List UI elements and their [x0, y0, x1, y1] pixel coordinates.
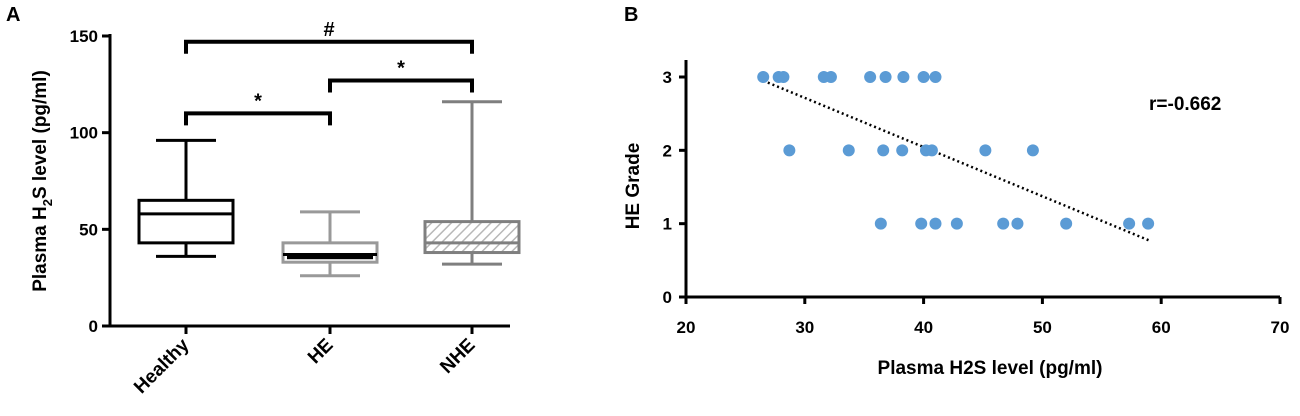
data-point	[783, 144, 796, 157]
data-point	[950, 217, 963, 230]
box-he	[281, 241, 379, 264]
x-tick-label-nhe: NHE	[436, 335, 479, 378]
y-tick-label: 0	[89, 317, 98, 336]
trendline	[762, 79, 1150, 242]
data-point	[917, 71, 930, 83]
data-point	[1123, 217, 1136, 230]
y-tick-label: 3	[663, 68, 672, 87]
data-point	[757, 71, 770, 83]
x-tick-label: 30	[795, 318, 814, 337]
significance-label: *	[397, 57, 405, 79]
x-tick-label: 20	[677, 318, 696, 337]
panel-label-a: A	[6, 4, 20, 26]
y-tick-label: 2	[663, 141, 672, 160]
y-axis-label: Plasma H2S level (pg/ml)	[30, 70, 55, 292]
data-point	[997, 217, 1010, 230]
data-point	[874, 217, 887, 230]
data-point	[897, 71, 910, 83]
y-axis-label-part: S level (pg/ml)	[30, 70, 51, 199]
data-point	[842, 144, 855, 157]
data-point	[929, 71, 942, 83]
significance-bracket	[184, 111, 332, 126]
data-point	[1060, 217, 1073, 230]
x-axis-label: Plasma H2S level (pg/ml)	[878, 358, 1103, 379]
data-point	[864, 71, 877, 83]
data-point	[1142, 217, 1155, 230]
data-point	[1011, 217, 1024, 230]
y-axis-label: HE Grade	[623, 143, 644, 230]
data-point	[877, 144, 890, 157]
y-tick-label: 0	[663, 288, 672, 307]
y-tick-label: 1	[663, 215, 672, 234]
data-point	[1026, 144, 1039, 157]
panel-label-b: B	[624, 4, 638, 26]
y-tick-label: 100	[70, 124, 98, 143]
y-tick-label: 50	[79, 220, 98, 239]
scatter-plot: 0 1 2 3 20 30 40 50 60 70 Plasma H2S level (pg/ml)…	[623, 60, 1289, 379]
x-tick-label: 70	[1271, 318, 1290, 337]
data-point	[929, 217, 942, 230]
data-point	[879, 71, 892, 83]
correlation-annotation: r=-0.662	[1149, 94, 1221, 115]
data-point	[915, 217, 928, 230]
y-tick-label: 150	[70, 27, 98, 46]
significance-label: #	[323, 19, 334, 41]
box-plot: 0 50 100 150 Healthy HE NHE Plasma H2S level (p…	[30, 19, 521, 398]
x-tick-label: 60	[1152, 318, 1171, 337]
box-fill-he	[287, 254, 373, 260]
x-tick-label: 40	[914, 318, 933, 337]
data-point	[896, 144, 909, 157]
box-nhe	[423, 220, 521, 255]
data-point	[824, 71, 837, 83]
significance-bracket	[184, 39, 474, 54]
significance-label: *	[254, 90, 262, 112]
box-healthy	[137, 198, 235, 245]
y-axis-label-part: Plasma H	[30, 206, 51, 292]
data-point	[925, 144, 938, 157]
significance-bracket	[328, 78, 474, 93]
y-axis-label-subscript: 2	[40, 199, 55, 206]
x-tick-label-he: HE	[304, 335, 338, 369]
data-point	[979, 144, 992, 157]
x-tick-label: 50	[1033, 318, 1052, 337]
x-tick-label-healthy: Healthy	[130, 334, 194, 398]
data-point	[777, 71, 790, 83]
